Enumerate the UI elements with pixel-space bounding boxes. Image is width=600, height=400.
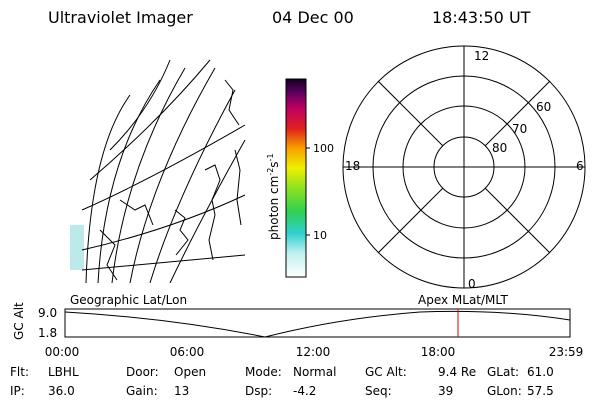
strip-ylabel: GC Alt xyxy=(12,302,26,340)
time: 18:43:50 UT xyxy=(432,8,531,27)
field-label: GLon: xyxy=(487,384,522,398)
field-label: GLat: xyxy=(487,365,519,379)
field-label: IP: xyxy=(10,384,25,398)
field-value: 39 xyxy=(438,384,453,398)
colorbar-tick: 100 xyxy=(313,142,334,155)
field-label: Gain: xyxy=(126,384,158,398)
lat-label: 60 xyxy=(536,100,551,114)
colorbar-unit: photon cm-2s-1 xyxy=(266,153,281,240)
strip-ytick: 1.8 xyxy=(38,326,57,340)
field-value: 36.0 xyxy=(48,384,75,398)
field-label: Flt: xyxy=(10,365,29,379)
date: 04 Dec 00 xyxy=(272,8,354,27)
strip-label: Apex MLat/MLT xyxy=(418,293,508,307)
lat-label: 70 xyxy=(512,122,527,136)
field-value: Open xyxy=(174,365,206,379)
mlt-label: 18 xyxy=(345,159,360,173)
field-value: 57.5 xyxy=(527,384,554,398)
field-value: LBHL xyxy=(48,365,79,379)
mlt-label: 12 xyxy=(474,49,489,63)
field-label: GC Alt: xyxy=(365,365,407,379)
field-value: -4.2 xyxy=(293,384,316,398)
strip-xtick: 12:00 xyxy=(296,345,331,359)
mlt-label: 0 xyxy=(468,277,476,291)
strip-xtick: 06:00 xyxy=(170,345,205,359)
strip-xtick: 23:59 xyxy=(549,345,584,359)
colorbar-tick: 10 xyxy=(313,229,327,242)
altitude-strip xyxy=(64,308,571,338)
field-value: Normal xyxy=(293,365,336,379)
map xyxy=(70,59,246,284)
strip-ytick: 9.0 xyxy=(38,306,57,320)
field-value: 61.0 xyxy=(527,365,554,379)
field-label: Door: xyxy=(126,365,159,379)
field-value: 13 xyxy=(174,384,189,398)
strip-xtick: 00:00 xyxy=(45,345,80,359)
lat-label: 80 xyxy=(492,141,507,155)
strip-xtick: 18:00 xyxy=(421,345,456,359)
title: Ultraviolet Imager xyxy=(48,8,193,27)
footer: Flt: LBHL Door: Open Mode: Normal GC Alt: 9.4 R… xyxy=(10,365,554,398)
field-label: Seq: xyxy=(365,384,392,398)
mlt-label: 6 xyxy=(576,159,584,173)
strip-label: Geographic Lat/Lon xyxy=(70,293,187,307)
field-label: Dsp: xyxy=(245,384,272,398)
colorbar xyxy=(285,78,307,278)
polar-grid xyxy=(342,45,586,289)
field-value: 9.4 Re xyxy=(438,365,476,379)
field-label: Mode: xyxy=(245,365,282,379)
